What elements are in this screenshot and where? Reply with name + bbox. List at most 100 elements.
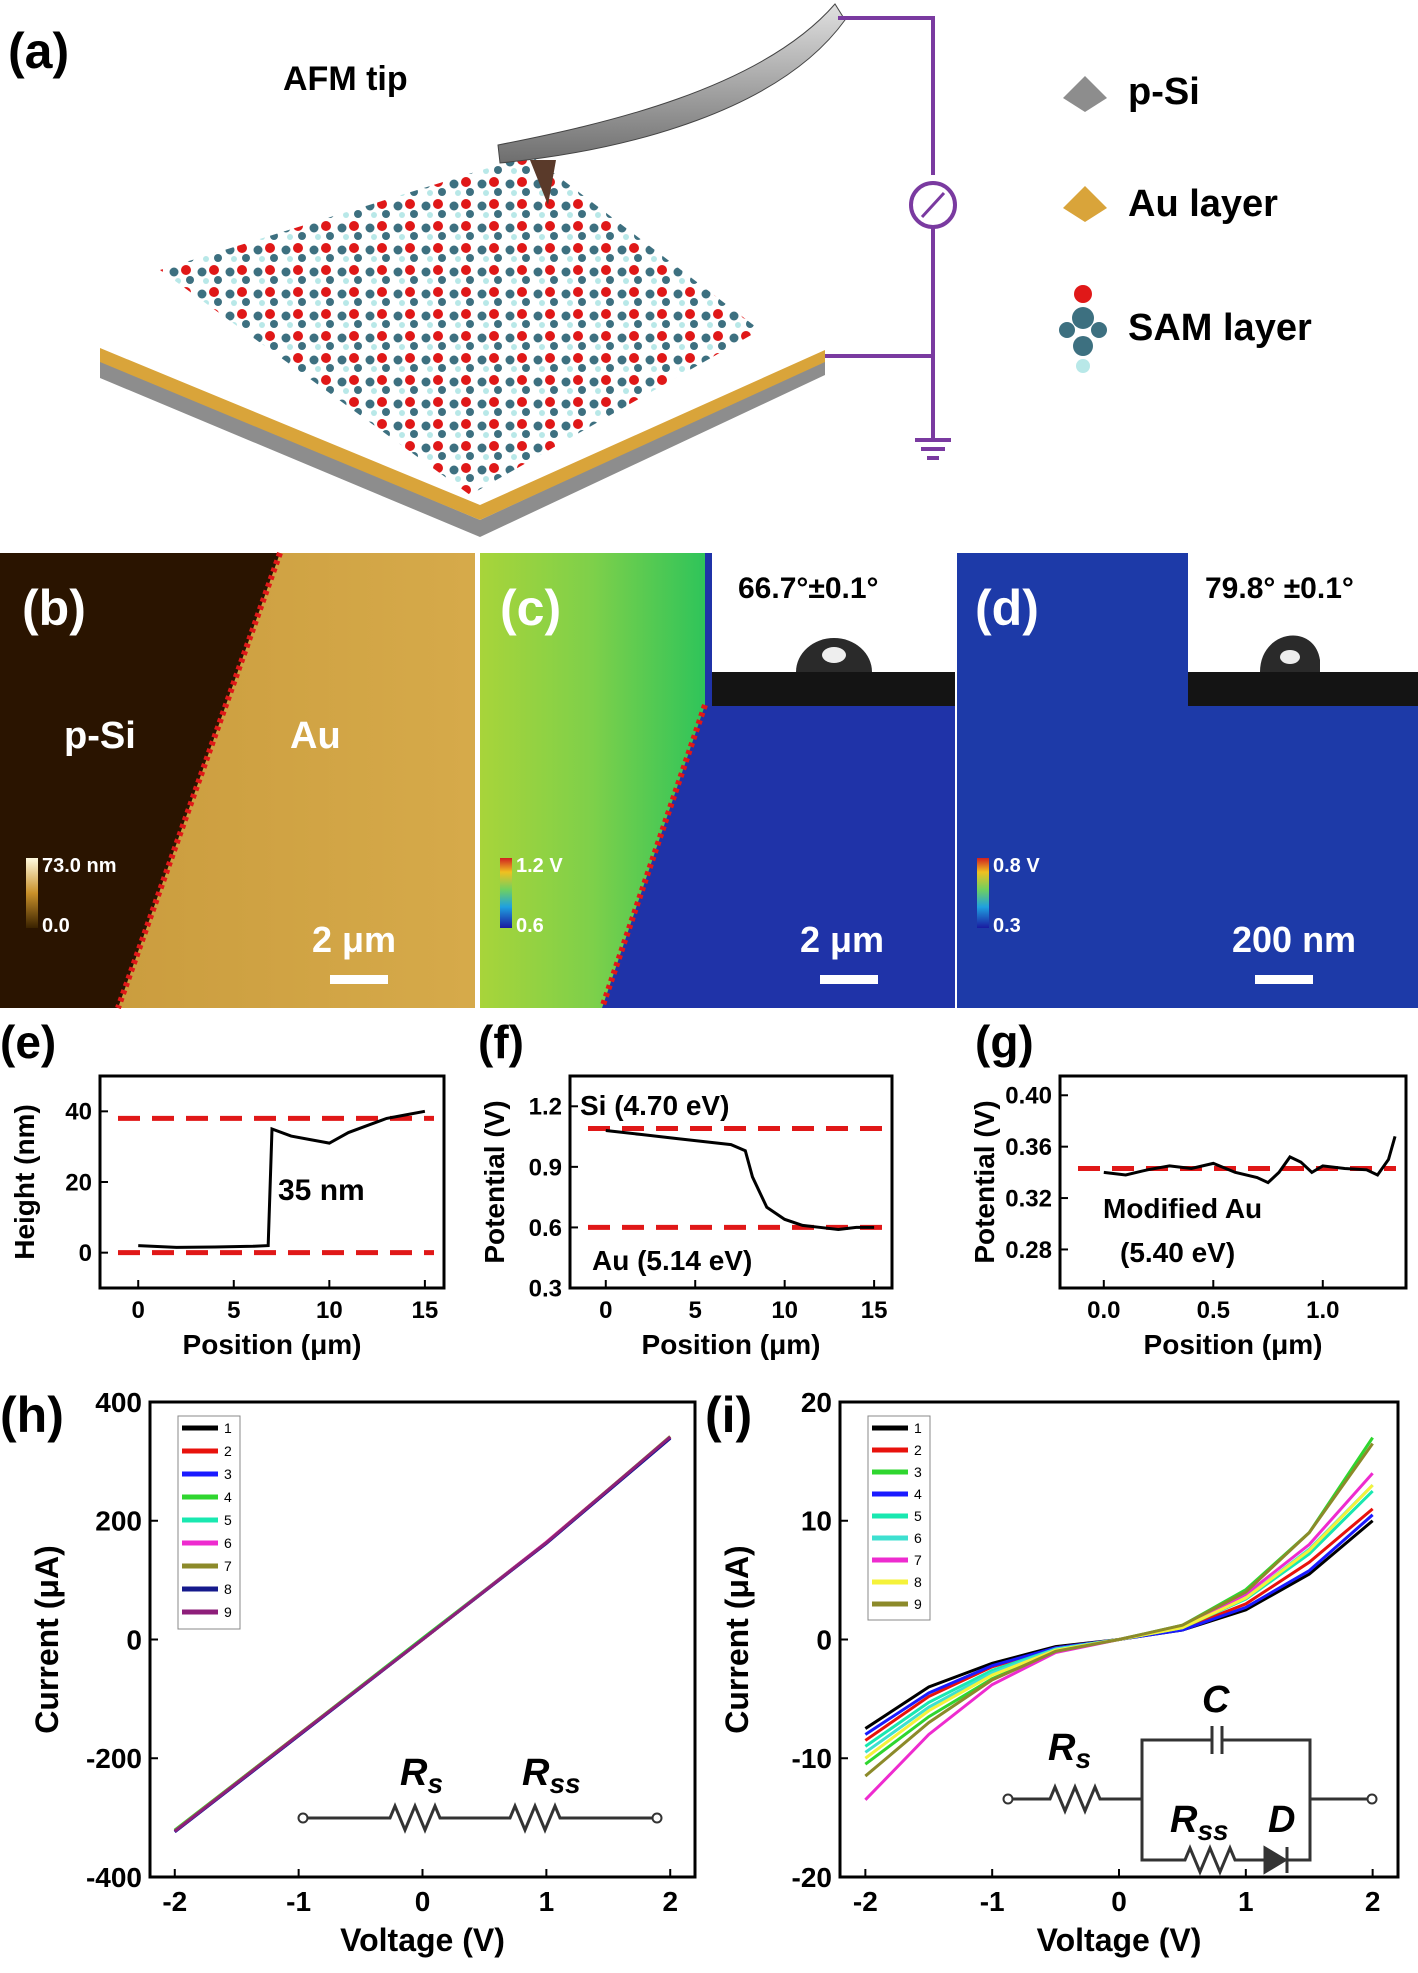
ground-icon <box>915 438 951 460</box>
x-tick-label-i: 2 <box>1365 1886 1381 1917</box>
annotation-e-0: 35 nm <box>278 1174 365 1207</box>
y-tick-label-i: 10 <box>801 1506 832 1537</box>
circuit-i-labels: Rs C Rss D <box>1048 1679 1295 1846</box>
potential-c-max: 1.2 V <box>516 855 563 877</box>
annotation-g-1: (5.40 eV) <box>1120 1237 1235 1268</box>
plot-frame-e <box>98 1074 446 1290</box>
si-potential-region <box>480 553 705 1008</box>
potential-d-max: 0.8 V <box>993 855 1040 877</box>
y-axis-label-e: Height (nm) <box>9 1104 40 1260</box>
legend-label-i-6: 6 <box>914 1530 922 1546</box>
x-tick-label-g: 0.5 <box>1197 1297 1230 1324</box>
region-p-si-label: p-Si <box>64 715 136 757</box>
potential-colorbar-c <box>500 858 512 928</box>
y-tick-label-e: 40 <box>65 1099 92 1126</box>
panel-a-label: (a) <box>8 23 69 79</box>
x-axis-label-e: Position (μm) <box>183 1329 362 1360</box>
y-axis-label-h: Current (μA) <box>29 1545 65 1733</box>
afm-tip-cone <box>530 160 556 205</box>
contact-angle-d: 79.8° ±0.1° <box>1205 572 1354 605</box>
legend-label-h-1: 1 <box>224 1420 232 1436</box>
annotation-f-0: Si (4.70 eV) <box>580 1090 729 1121</box>
x-axis-label-f: Position (μm) <box>642 1329 821 1360</box>
y-tick-label-h: -400 <box>86 1862 142 1893</box>
y-tick-label-g: 0.36 <box>1005 1134 1052 1161</box>
inset-d-surface <box>1188 672 1418 706</box>
scalebar-b <box>330 975 388 984</box>
circuit-h-rss-label: Rss <box>522 1752 581 1799</box>
legend-label-i-5: 5 <box>914 1508 922 1524</box>
scalebar-d <box>1255 975 1313 984</box>
panel-d: 79.8° ±0.1° (d) 0.8 V 0.3 200 nm <box>957 553 1418 1008</box>
y-axis-label-g: Potential (V) <box>969 1100 1000 1263</box>
x-tick-label-f: 15 <box>861 1297 888 1324</box>
x-axis-label-h: Voltage (V) <box>340 1922 505 1958</box>
x-tick-label-e: 0 <box>132 1297 145 1324</box>
legend-label-h-6: 6 <box>224 1535 232 1551</box>
panel-f-label: (f) <box>478 1016 524 1068</box>
height-scale-max: 73.0 nm <box>42 855 116 877</box>
potential-d-min: 0.3 <box>993 915 1021 937</box>
panel-i-label: (i) <box>705 1387 752 1443</box>
x-tick-label-e: 5 <box>227 1297 240 1324</box>
y-tick-label-h: 200 <box>95 1506 142 1537</box>
panel-b: (b) p-Si Au 73.0 nm 0.0 2 μm <box>0 551 475 1010</box>
legend-label-h-2: 2 <box>224 1443 232 1459</box>
legend-label-h-8: 8 <box>224 1581 232 1597</box>
legend-label-i-8: 8 <box>914 1574 922 1590</box>
series-line-h-9 <box>173 1435 672 1833</box>
y-tick-label-f: 0.6 <box>529 1215 562 1242</box>
profile-line-g <box>1103 1135 1397 1185</box>
legend-label-h-5: 5 <box>224 1512 232 1528</box>
potential-c-min: 0.6 <box>516 915 544 937</box>
plot-frame-f <box>568 1074 894 1290</box>
scalebar-c-label: 2 μm <box>800 919 884 960</box>
legend-sam-label: SAM layer <box>1128 307 1312 349</box>
legend-p-si-label: p-Si <box>1128 71 1200 113</box>
panel-a: (a) AFM tip p-Si Au layer SAM layer <box>8 3 1312 537</box>
x-tick-label-e: 15 <box>412 1297 439 1324</box>
sam-molecule-array <box>160 155 760 495</box>
circuit-i-d-label: D <box>1268 1799 1295 1841</box>
y-tick-label-e: 0 <box>79 1240 92 1267</box>
y-tick-label-g: 0.32 <box>1005 1185 1052 1212</box>
x-tick-label-g: 1.0 <box>1306 1297 1339 1324</box>
legend-label-h-9: 9 <box>224 1604 232 1620</box>
legend-p-si-icon <box>1063 76 1107 112</box>
p-si-region <box>0 553 280 1008</box>
y-axis-label-i: Current (μA) <box>719 1545 755 1733</box>
y-tick-label-f: 0.3 <box>529 1275 562 1302</box>
y-tick-label-g: 0.28 <box>1005 1237 1052 1264</box>
inset-c-surface <box>712 672 955 706</box>
x-tick-label-h: 2 <box>662 1886 678 1917</box>
plot-frame-g <box>1058 1074 1408 1290</box>
scalebar-c <box>820 975 878 984</box>
potential-colorbar-d <box>977 858 989 928</box>
legend-label-i-7: 7 <box>914 1552 922 1568</box>
boundary-dotted-line <box>115 551 283 1010</box>
legend-label-i-2: 2 <box>914 1442 922 1458</box>
scalebar-d-label: 200 nm <box>1232 919 1356 960</box>
circuit-h: Rs Rss <box>297 1752 663 1834</box>
boundary-dotted-line-c <box>599 704 708 1009</box>
y-tick-label-i: 0 <box>816 1624 832 1655</box>
circuit-i-rss-label: Rss <box>1170 1799 1229 1846</box>
x-tick-label-f: 10 <box>771 1297 798 1324</box>
x-axis-label-i: Voltage (V) <box>1037 1922 1202 1958</box>
x-tick-label-h: 0 <box>415 1886 431 1917</box>
circuit-i-c-label: C <box>1202 1679 1230 1721</box>
x-tick-label-h: -1 <box>286 1886 311 1917</box>
series-line-i-9 <box>864 1442 1374 1778</box>
y-tick-label-f: 0.9 <box>529 1154 562 1181</box>
y-tick-label-e: 20 <box>65 1169 92 1196</box>
annotation-g-0: Modified Au <box>1103 1193 1262 1224</box>
ammeter-arrow <box>920 191 946 219</box>
profile-line-e <box>138 1109 426 1249</box>
region-au-label: Au <box>290 715 341 757</box>
legend-label-h-7: 7 <box>224 1558 232 1574</box>
droplet-c-highlight <box>822 647 846 663</box>
x-tick-label-i: -2 <box>853 1886 878 1917</box>
circuit-i <box>1002 1726 1378 1876</box>
legend-label-h-3: 3 <box>224 1466 232 1482</box>
